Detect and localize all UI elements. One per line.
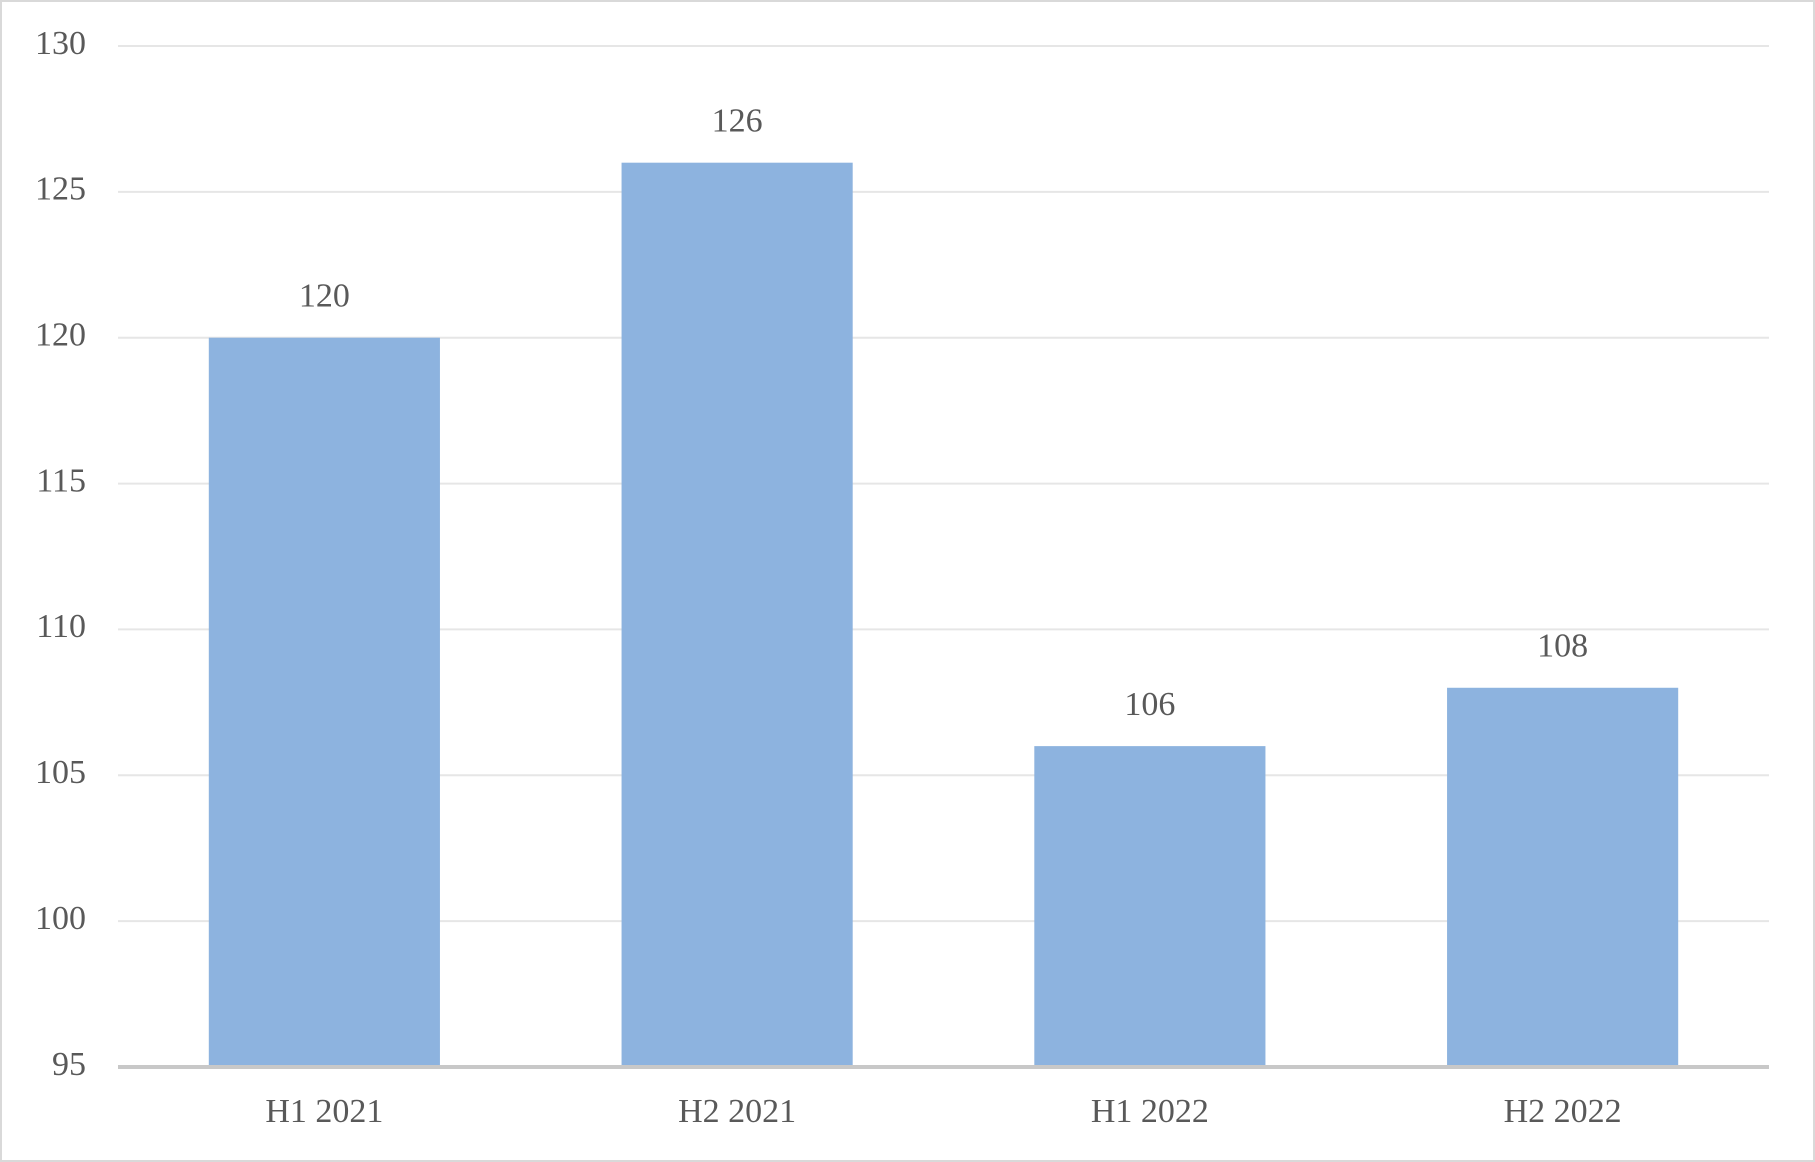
value-label: 108 <box>1537 628 1588 665</box>
y-tick-label: 110 <box>36 608 86 645</box>
value-label: 106 <box>1124 686 1175 723</box>
bar <box>1034 746 1266 1067</box>
x-tick-label: H2 2021 <box>678 1093 796 1130</box>
y-tick-label: 115 <box>36 462 86 499</box>
x-tick-label: H2 2022 <box>1504 1093 1622 1130</box>
y-tick-label: 130 <box>35 25 86 62</box>
y-tick-label: 95 <box>52 1046 86 1083</box>
y-tick-label: 105 <box>35 754 86 791</box>
x-tick-label: H1 2021 <box>265 1093 383 1130</box>
bar <box>1447 687 1679 1067</box>
y-tick-label: 120 <box>35 317 86 354</box>
bar <box>621 162 853 1067</box>
value-label: 126 <box>712 102 763 139</box>
value-label: 120 <box>299 278 350 315</box>
y-tick-label: 100 <box>35 900 86 937</box>
x-tick-label: H1 2022 <box>1091 1093 1209 1130</box>
y-tick-label: 125 <box>35 171 86 208</box>
bar <box>208 337 440 1067</box>
